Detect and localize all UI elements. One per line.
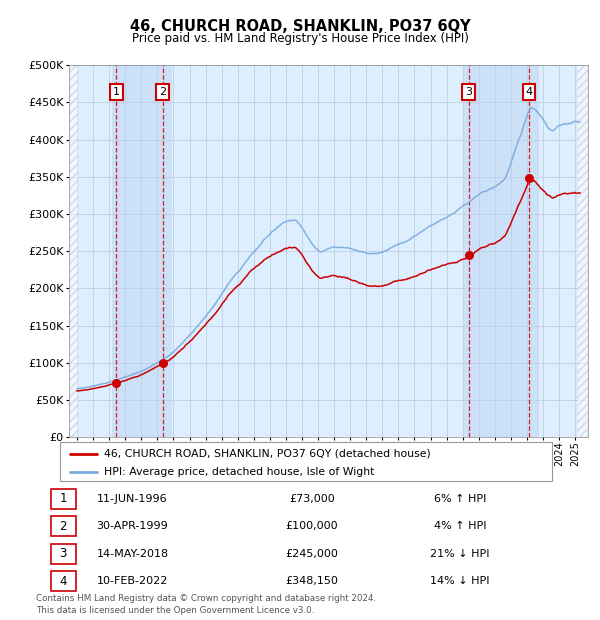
Text: 30-APR-1999: 30-APR-1999 xyxy=(97,521,169,531)
Bar xyxy=(50,489,76,508)
Text: Price paid vs. HM Land Registry's House Price Index (HPI): Price paid vs. HM Land Registry's House … xyxy=(131,32,469,45)
Bar xyxy=(69,65,79,437)
Text: This data is licensed under the Open Government Licence v3.0.: This data is licensed under the Open Gov… xyxy=(36,606,314,615)
Bar xyxy=(50,544,76,564)
Text: 46, CHURCH ROAD, SHANKLIN, PO37 6QY: 46, CHURCH ROAD, SHANKLIN, PO37 6QY xyxy=(130,19,470,33)
Text: 2: 2 xyxy=(159,87,166,97)
Text: 1: 1 xyxy=(113,87,120,97)
Text: HPI: Average price, detached house, Isle of Wight: HPI: Average price, detached house, Isle… xyxy=(104,467,374,477)
Text: 14-MAY-2018: 14-MAY-2018 xyxy=(97,549,169,559)
Text: 3: 3 xyxy=(59,547,67,560)
Text: 4: 4 xyxy=(59,575,67,588)
Text: £245,000: £245,000 xyxy=(286,549,338,559)
Text: 4% ↑ HPI: 4% ↑ HPI xyxy=(434,521,486,531)
Bar xyxy=(464,65,539,437)
Text: 6% ↑ HPI: 6% ↑ HPI xyxy=(434,494,486,503)
Text: 21% ↓ HPI: 21% ↓ HPI xyxy=(430,549,490,559)
Bar xyxy=(577,65,588,437)
Text: Contains HM Land Registry data © Crown copyright and database right 2024.: Contains HM Land Registry data © Crown c… xyxy=(36,593,376,603)
Text: £73,000: £73,000 xyxy=(289,494,335,503)
Bar xyxy=(112,65,172,437)
Bar xyxy=(50,572,76,591)
Text: 1: 1 xyxy=(59,492,67,505)
Text: 2: 2 xyxy=(59,520,67,533)
Text: 11-JUN-1996: 11-JUN-1996 xyxy=(97,494,168,503)
Text: £348,150: £348,150 xyxy=(286,577,338,587)
Text: 14% ↓ HPI: 14% ↓ HPI xyxy=(430,577,490,587)
Text: 3: 3 xyxy=(465,87,472,97)
Text: 10-FEB-2022: 10-FEB-2022 xyxy=(97,577,168,587)
Text: 4: 4 xyxy=(526,87,532,97)
Text: £100,000: £100,000 xyxy=(286,521,338,531)
Text: 46, CHURCH ROAD, SHANKLIN, PO37 6QY (detached house): 46, CHURCH ROAD, SHANKLIN, PO37 6QY (det… xyxy=(104,449,431,459)
Bar xyxy=(50,516,76,536)
